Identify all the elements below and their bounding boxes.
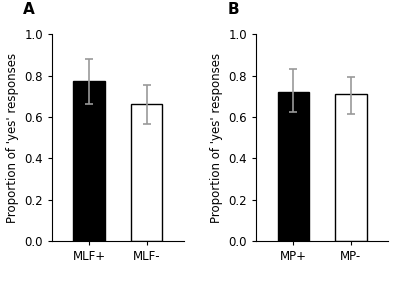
Text: B: B <box>227 3 239 18</box>
Bar <box>278 92 309 241</box>
Bar <box>74 81 105 241</box>
Bar <box>335 94 366 241</box>
Bar <box>131 104 162 241</box>
Y-axis label: Proportion of 'yes' responses: Proportion of 'yes' responses <box>6 53 19 223</box>
Text: A: A <box>23 3 35 18</box>
Y-axis label: Proportion of 'yes' responses: Proportion of 'yes' responses <box>210 53 223 223</box>
